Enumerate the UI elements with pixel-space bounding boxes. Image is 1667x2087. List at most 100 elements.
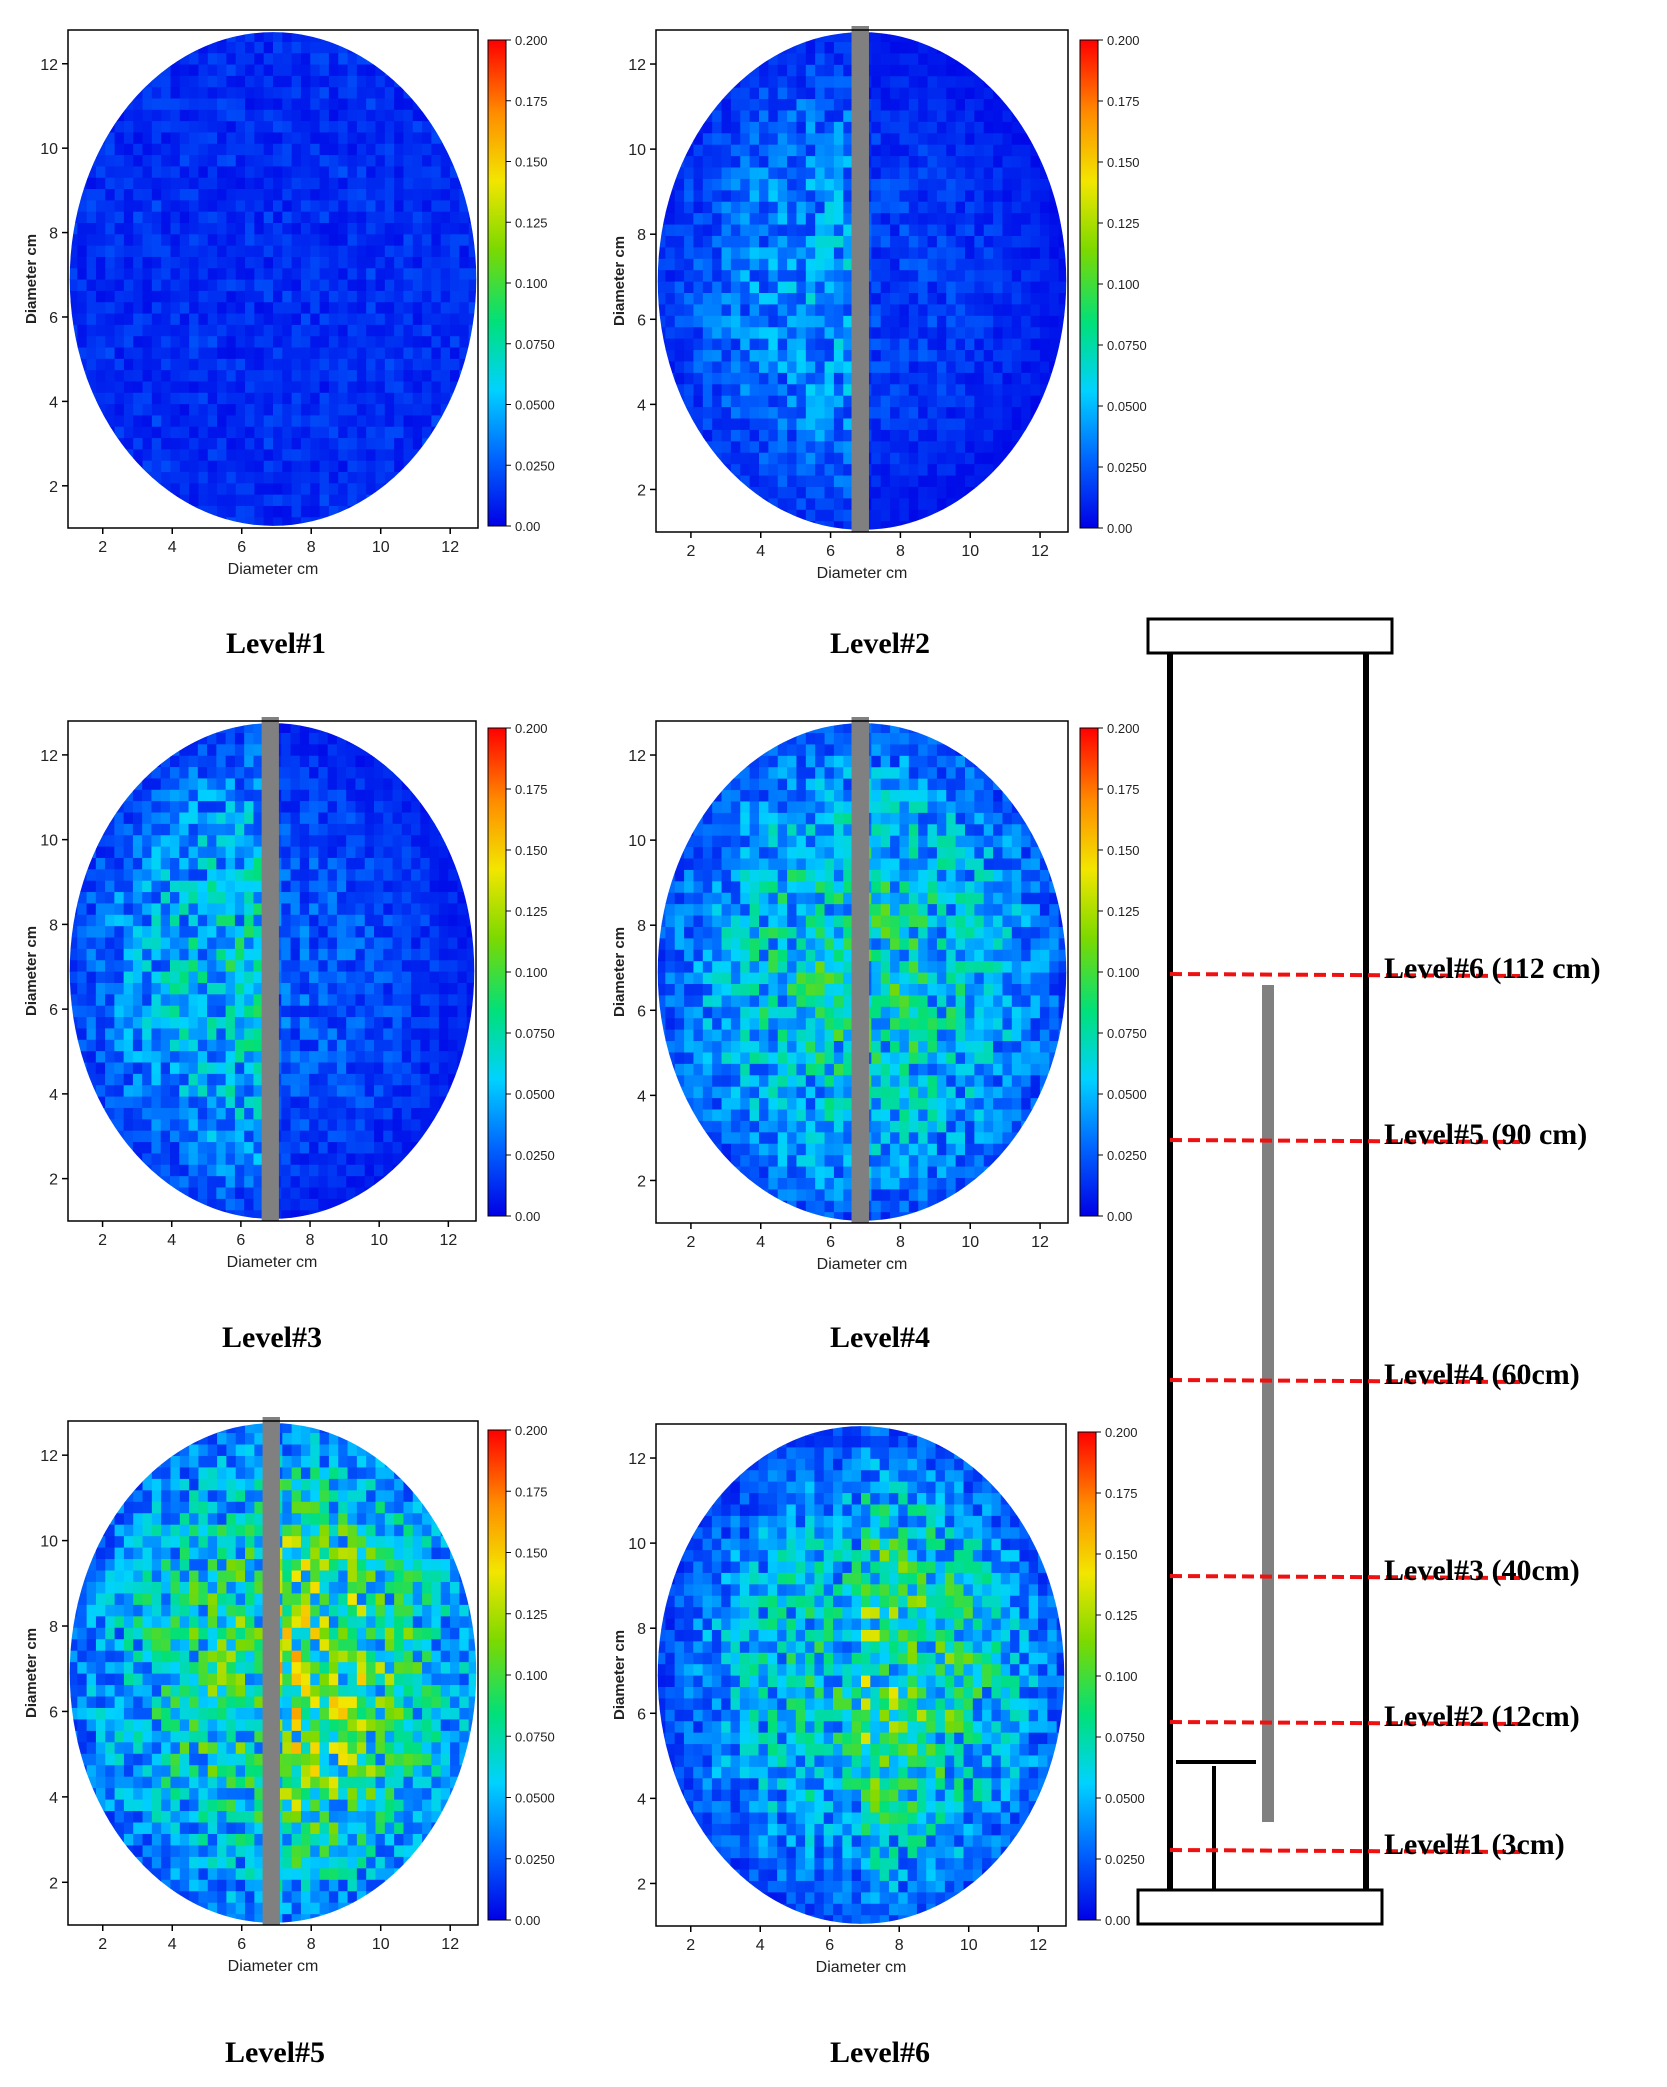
colorbar	[1077, 1431, 1097, 1921]
colorbar-tick-label: 0.200	[515, 1423, 548, 1438]
y-tick-label: 4	[637, 1088, 646, 1105]
colorbar-tick-label: 0.00	[515, 1209, 540, 1224]
x-tick-label: 12	[439, 1232, 457, 1249]
x-tick-label: 8	[307, 1936, 316, 1953]
x-tick-label: 2	[98, 1232, 107, 1249]
x-tick-label: 10	[372, 1936, 390, 1953]
heatmap-panels: 2 4 6 8 10 12 2 4 6 8 10 12 Diameter cm Diameter cm 0.…	[23, 26, 1147, 2069]
x-tick-label: 4	[167, 1232, 176, 1249]
x-tick-label: 2	[686, 1234, 695, 1251]
x-axis-label: Diameter cm	[227, 1254, 318, 1271]
colorbar-tick-label: 0.0250	[515, 1148, 555, 1163]
y-tick-label: 6	[49, 310, 58, 327]
plot-frame	[67, 29, 479, 529]
x-tick-label: 6	[236, 1232, 245, 1249]
y-tick-label: 6	[49, 1704, 58, 1721]
x-tick-label: 2	[98, 1936, 107, 1953]
panel-caption: Level#5	[225, 2036, 325, 2069]
y-tick-label: 10	[40, 141, 58, 158]
y-tick-label: 2	[49, 1875, 58, 1892]
x-tick-label: 2	[98, 539, 107, 556]
level-line	[1169, 1848, 1521, 1854]
level-label: Level#2 (12cm)	[1384, 1700, 1580, 1733]
x-axis-label: Diameter cm	[228, 1958, 319, 1975]
plot-frame	[67, 720, 477, 1222]
y-tick-label: 8	[637, 918, 646, 935]
x-tick-label: 6	[237, 539, 246, 556]
panel-level-5: 2 4 6 8 10 12 2 4 6 8 10 12 Diameter cm Diameter cm 0.…	[23, 1417, 555, 2069]
colorbar-tick-label: 0.0250	[1105, 1852, 1145, 1867]
y-tick-label: 4	[49, 1790, 58, 1807]
x-tick-label: 4	[756, 543, 765, 560]
rod-shadow	[851, 26, 869, 532]
x-axis-label: Diameter cm	[228, 561, 319, 578]
panel-caption: Level#4	[830, 1321, 930, 1354]
x-tick-label: 10	[372, 539, 390, 556]
colorbar-tick-label: 0.100	[515, 965, 548, 980]
y-axis-label: Diameter cm	[23, 234, 40, 324]
y-tick-label: 4	[49, 1087, 58, 1104]
x-tick-label: 4	[168, 1936, 177, 1953]
colorbar-tick-label: 0.0500	[515, 398, 555, 413]
x-tick-label: 8	[306, 1232, 315, 1249]
colorbar-tick-label: 0.200	[515, 33, 548, 48]
y-tick-label: 6	[637, 1003, 646, 1020]
colorbar-tick-label: 0.150	[1105, 1547, 1138, 1562]
y-tick-label: 6	[637, 1706, 646, 1723]
colorbar-tick-label: 0.0500	[1107, 399, 1147, 414]
x-tick-label: 12	[1031, 543, 1049, 560]
x-tick-label: 6	[826, 1234, 835, 1251]
y-tick-label: 12	[40, 57, 58, 74]
colorbar-tick-label: 0.0500	[515, 1791, 555, 1806]
y-axis-label: Diameter cm	[611, 236, 628, 326]
x-tick-label: 12	[441, 1936, 459, 1953]
y-tick-label: 6	[637, 312, 646, 329]
colorbar-tick-label: 0.100	[1105, 1669, 1138, 1684]
x-axis-label: Diameter cm	[817, 1256, 908, 1273]
x-tick-label: 2	[686, 1937, 695, 1954]
x-tick-label: 12	[1029, 1937, 1047, 1954]
colorbar-tick-label: 0.200	[1105, 1425, 1138, 1440]
y-tick-label: 12	[628, 1451, 646, 1468]
colorbar-tick-label: 0.0750	[515, 337, 555, 352]
column-base	[1136, 1888, 1384, 1926]
colorbar	[487, 39, 507, 527]
colorbar-tick-label: 0.0500	[1107, 1087, 1147, 1102]
y-tick-label: 4	[49, 394, 58, 411]
level-line	[1169, 1574, 1521, 1580]
panel-caption: Level#6	[830, 2036, 930, 2069]
colorbar-tick-label: 0.00	[1107, 521, 1132, 536]
plot-frame	[67, 1420, 479, 1926]
colorbar-tick-label: 0.125	[1105, 1608, 1138, 1623]
y-tick-label: 2	[49, 1172, 58, 1189]
column-top-cap	[1146, 617, 1394, 655]
y-tick-label: 8	[49, 1619, 58, 1636]
colorbar-tick-label: 0.100	[1107, 965, 1140, 980]
level-label: Level#5 (90 cm)	[1384, 1118, 1587, 1151]
colorbar-tick-label: 0.100	[1107, 277, 1140, 292]
panel-level-3: 2 4 6 8 10 12 2 4 6 8 10 12 Diameter cm Diameter cm 0.…	[23, 717, 555, 1354]
colorbar-tick-label: 0.100	[515, 276, 548, 291]
colorbar	[487, 1429, 507, 1921]
colorbar	[1079, 39, 1099, 529]
rod-shadow	[851, 717, 869, 1223]
y-tick-label: 2	[637, 1876, 646, 1893]
x-tick-label: 10	[960, 1937, 978, 1954]
x-tick-label: 10	[370, 1232, 388, 1249]
colorbar-tick-label: 0.00	[1105, 1913, 1130, 1928]
x-tick-label: 8	[895, 1937, 904, 1954]
colorbar-tick-label: 0.150	[515, 843, 548, 858]
plot-frame	[655, 29, 1069, 533]
level-label: Level#1 (3cm)	[1384, 1828, 1565, 1861]
heatmap-cells	[657, 1426, 1065, 1924]
x-tick-label: 6	[237, 1936, 246, 1953]
colorbar-tick-label: 0.0750	[515, 1729, 555, 1744]
y-axis-label: Diameter cm	[611, 1630, 628, 1720]
panel-caption: Level#3	[222, 1321, 322, 1354]
rod-shadow	[261, 717, 279, 1221]
colorbar	[487, 727, 507, 1217]
colorbar-tick-label: 0.0750	[515, 1026, 555, 1041]
y-tick-label: 12	[40, 748, 58, 765]
y-axis-label: Diameter cm	[23, 926, 40, 1016]
